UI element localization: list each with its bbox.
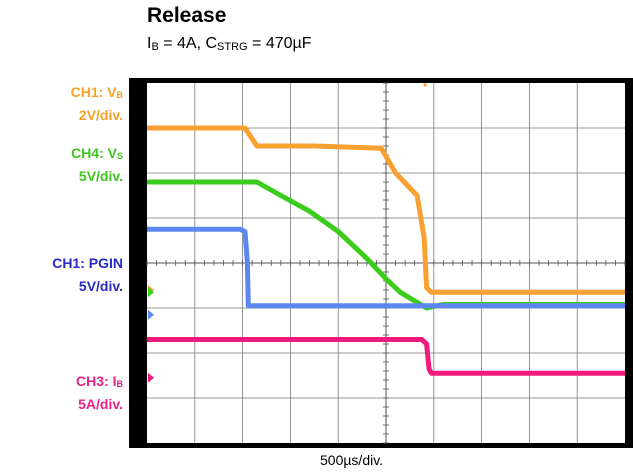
ground-marker-ch4-vs xyxy=(148,287,154,298)
x-axis-label: 500µs/div. xyxy=(320,452,384,468)
channel-label-ch4-vs: CH4: VS 5V/div. xyxy=(71,143,123,187)
channel-label-ch1-vb-sub: B xyxy=(116,90,124,100)
chart-title: Release xyxy=(147,4,227,27)
channel-label-ch4-vs-scale: 5V/div. xyxy=(78,168,123,184)
subtitle-c-sub: STRG xyxy=(217,41,248,53)
trace-ch3-ib xyxy=(147,337,625,376)
channel-label-ch3-ib-name: CH3: I xyxy=(76,373,117,389)
channel-label-ch1-pgin: CH1: PGIN 5V/div. xyxy=(52,253,123,297)
ground-marker-ch3-ib xyxy=(148,372,154,383)
oscilloscope-screen xyxy=(129,78,633,448)
channel-label-ch1-pgin-scale: 5V/div. xyxy=(78,278,123,294)
channel-label-ch4-vs-name: CH4: V xyxy=(71,145,117,161)
channel-label-ch3-ib-sub: B xyxy=(116,379,124,389)
trace-ch1-pgin xyxy=(147,226,625,309)
trace-ch1-vb xyxy=(147,125,625,295)
channel-label-ch1-vb-scale: 2V/div. xyxy=(78,107,123,123)
subtitle-i-rest: = 4A, C xyxy=(158,35,218,52)
subtitle-i-main: I xyxy=(147,35,152,52)
ground-marker-ch1-pgin xyxy=(148,309,154,320)
channel-label-ch1-pgin-name: CH1: PGIN xyxy=(52,255,123,271)
trigger-marker xyxy=(423,83,427,87)
channel-label-ch4-vs-sub: S xyxy=(116,151,123,161)
channel-label-ch1-vb-name: CH1: V xyxy=(70,84,117,100)
chart-subtitle: IB = 4A, CSTRG = 470µF xyxy=(147,35,312,53)
channel-label-ch3-ib-scale: 5A/div. xyxy=(78,396,123,412)
subtitle-c-rest: = 470µF xyxy=(247,35,312,52)
subtitle-i-sub: B xyxy=(151,41,159,53)
channel-label-ch1-vb: CH1: VB 2V/div. xyxy=(71,82,123,126)
channel-label-ch3-ib: CH3: IB 5A/div. xyxy=(76,371,123,415)
